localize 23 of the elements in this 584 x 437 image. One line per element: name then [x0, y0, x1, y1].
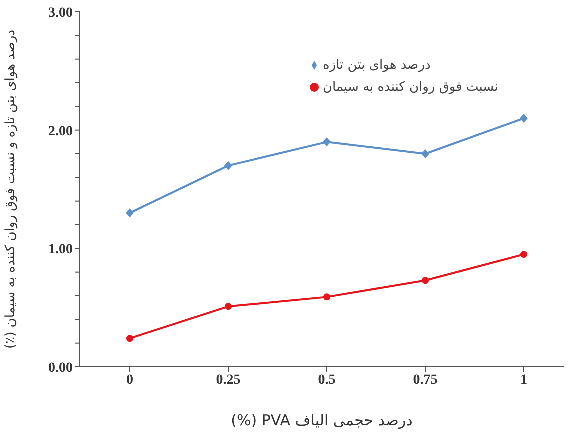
legend-label: درصد هوای بتن تازه [323, 58, 431, 73]
legend-label: نسبت فوق روان کننده به سیمان [323, 80, 498, 95]
y-tick-label: 1.00 [48, 242, 73, 258]
point [422, 277, 429, 284]
y-tick-label: 2.00 [48, 124, 73, 140]
point [225, 303, 232, 310]
point [324, 294, 330, 301]
y-tick-label: 3.00 [48, 6, 73, 21]
point [224, 161, 232, 170]
x-tick-label: 0.5 [318, 372, 336, 388]
x-tick-label: 0 [126, 372, 134, 388]
point [323, 138, 331, 147]
x-tick-label: 0.75 [413, 372, 438, 388]
y-axis-title: درصد هوای بتن تازه و نسبت فوق روان کننده به سیمان (٪) [4, 30, 19, 349]
point [520, 114, 528, 123]
x-axis-title: درصد حجمی الیاف PVA (%) [231, 412, 413, 430]
point [520, 251, 528, 258]
y-tick-label: 0.00 [48, 360, 73, 376]
point [126, 335, 134, 342]
point [126, 208, 134, 218]
x-tick-label: 1 [520, 372, 528, 388]
point [422, 150, 430, 158]
x-tick-label: 0.25 [216, 372, 241, 388]
